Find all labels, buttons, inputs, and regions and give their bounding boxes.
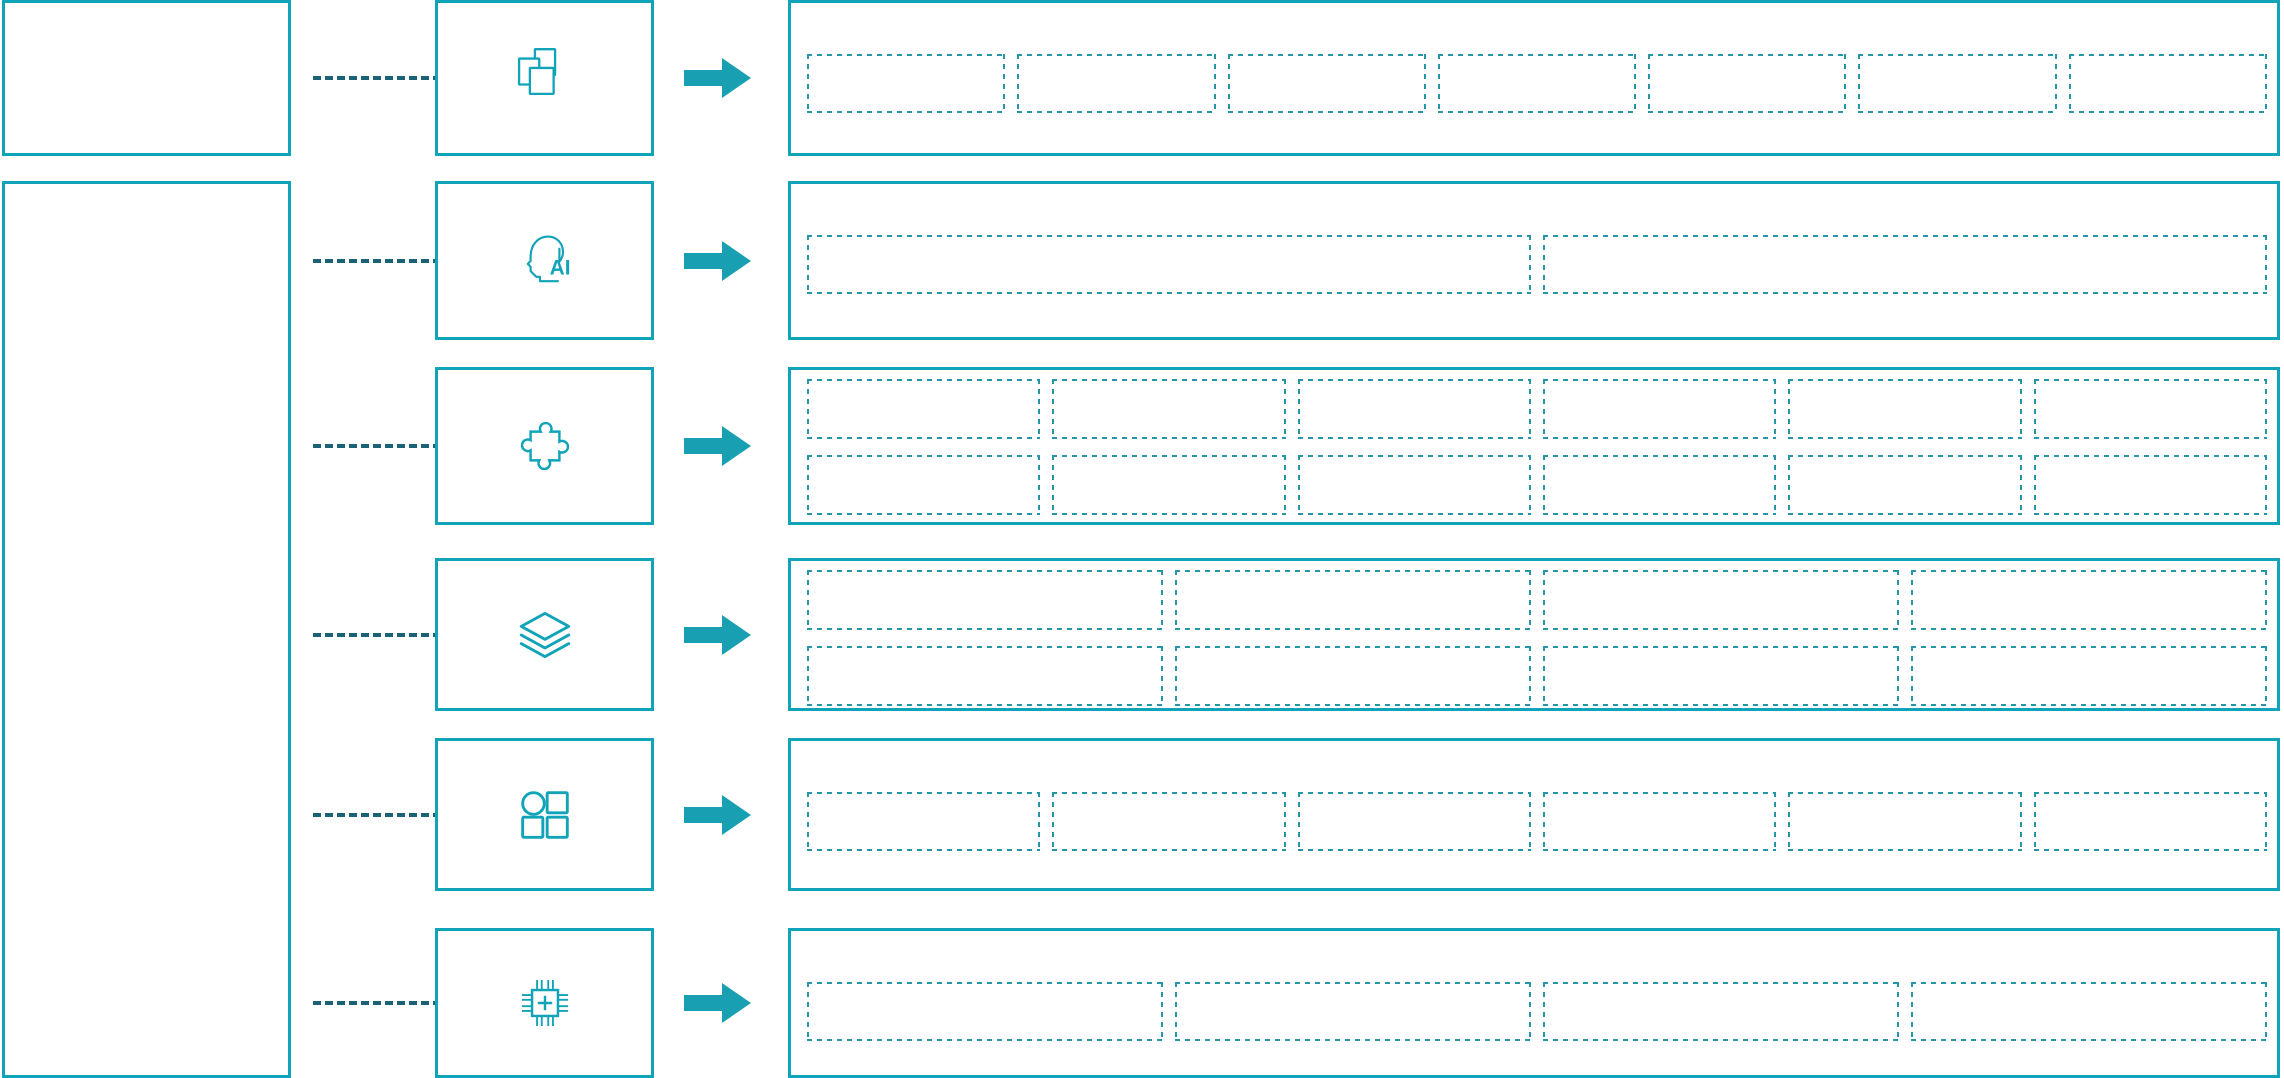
svg-text:AI: AI (549, 256, 570, 279)
